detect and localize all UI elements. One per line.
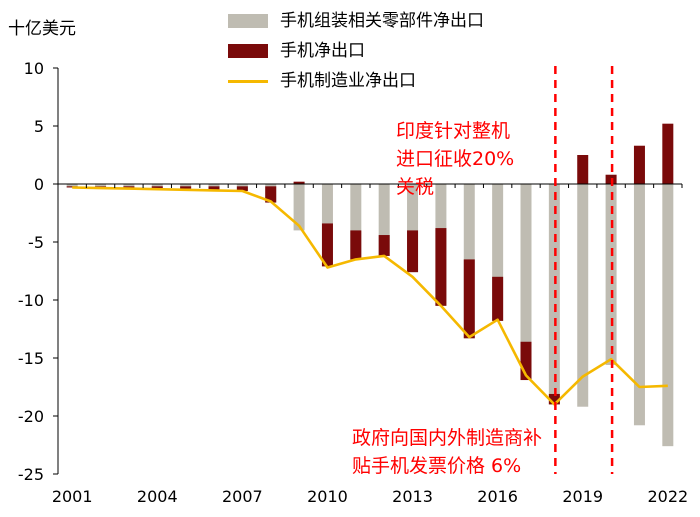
bar-components xyxy=(662,184,674,447)
x-tick-label: 2007 xyxy=(222,487,263,506)
y-tick-label: -10 xyxy=(18,291,44,310)
bar-components xyxy=(605,184,617,365)
legend-swatch-manufacturing xyxy=(228,80,268,83)
x-tick-label: 2013 xyxy=(392,487,433,506)
bar-components xyxy=(293,184,305,231)
bar-phones xyxy=(407,230,419,273)
bar-phones xyxy=(180,186,192,189)
legend-label-manufacturing: 手机制造业净出口 xyxy=(280,71,416,91)
y-axis-unit-label: 十亿美元 xyxy=(8,19,76,39)
bar-phones xyxy=(633,145,645,184)
y-tick-label: -15 xyxy=(18,349,44,368)
bar-phones xyxy=(265,186,277,203)
y-tick-label: -25 xyxy=(18,465,44,484)
bar-components xyxy=(66,184,78,188)
bar-phones xyxy=(321,223,333,267)
bar-phones xyxy=(123,186,135,188)
bar-components xyxy=(407,184,419,273)
bar-components xyxy=(577,184,589,407)
bar-components xyxy=(378,184,390,256)
x-tick-label: 2004 xyxy=(137,487,178,506)
y-tick-label: -5 xyxy=(28,233,44,252)
bar-components xyxy=(350,184,362,260)
bar-phones xyxy=(151,186,163,189)
bar-phones xyxy=(66,186,78,188)
x-tick-label: 2019 xyxy=(562,487,603,506)
legend-label-components: 手机组装相关零部件净出口 xyxy=(280,11,484,31)
bar-components xyxy=(492,184,504,321)
bar-phones xyxy=(662,123,674,184)
bar-phones xyxy=(435,228,447,306)
bar-components xyxy=(123,184,135,188)
bar-components xyxy=(95,184,107,188)
y-tick-label: -20 xyxy=(18,407,44,426)
annotation-import-tariff-line-2: 进口征收20% xyxy=(396,148,515,170)
x-tick-label: 2022 xyxy=(647,487,688,506)
y-tick-label: 10 xyxy=(24,59,44,78)
bar-phones xyxy=(548,393,560,405)
bar-phones xyxy=(236,186,248,191)
bar-phones xyxy=(350,230,362,260)
x-tick-label: 2010 xyxy=(307,487,348,506)
bar-phones xyxy=(293,181,305,184)
annotation-import-tariff-line-1: 印度针对整机 xyxy=(396,120,511,142)
y-tick-label: 5 xyxy=(34,117,44,136)
bar-components xyxy=(520,184,532,381)
bar-phones xyxy=(520,341,532,381)
annotation-subsidy-line-1: 政府向国内外制造商补 xyxy=(352,427,543,449)
line-manufacturing xyxy=(72,186,668,406)
bar-phones xyxy=(378,235,390,256)
legend-item-phones: 手机净出口 xyxy=(228,36,484,66)
legend-item-components: 手机组装相关零部件净出口 xyxy=(228,6,484,36)
bar-phones xyxy=(463,259,475,339)
annotation-subsidy: 政府向国内外制造商补 贴手机发票价格 6% xyxy=(352,424,542,480)
legend-swatch-phones xyxy=(228,44,268,58)
legend: 手机组装相关零部件净出口 手机净出口 手机制造业净出口 xyxy=(228,6,484,96)
legend-swatch-components xyxy=(228,14,268,28)
x-tick-label: 2016 xyxy=(477,487,518,506)
y-tick-label: 0 xyxy=(34,175,44,194)
bar-phones xyxy=(492,276,504,321)
bar-phones xyxy=(577,155,589,184)
annotation-import-tariff: 印度针对整机 进口征收20% 关税 xyxy=(396,117,514,201)
bar-phones xyxy=(208,186,220,190)
legend-label-phones: 手机净出口 xyxy=(280,41,365,61)
annotation-subsidy-line-2: 贴手机发票价格 6% xyxy=(352,455,522,477)
bar-components xyxy=(633,184,645,426)
legend-item-manufacturing: 手机制造业净出口 xyxy=(228,66,484,96)
annotation-import-tariff-line-3: 关税 xyxy=(396,176,435,198)
x-tick-label: 2001 xyxy=(52,487,93,506)
